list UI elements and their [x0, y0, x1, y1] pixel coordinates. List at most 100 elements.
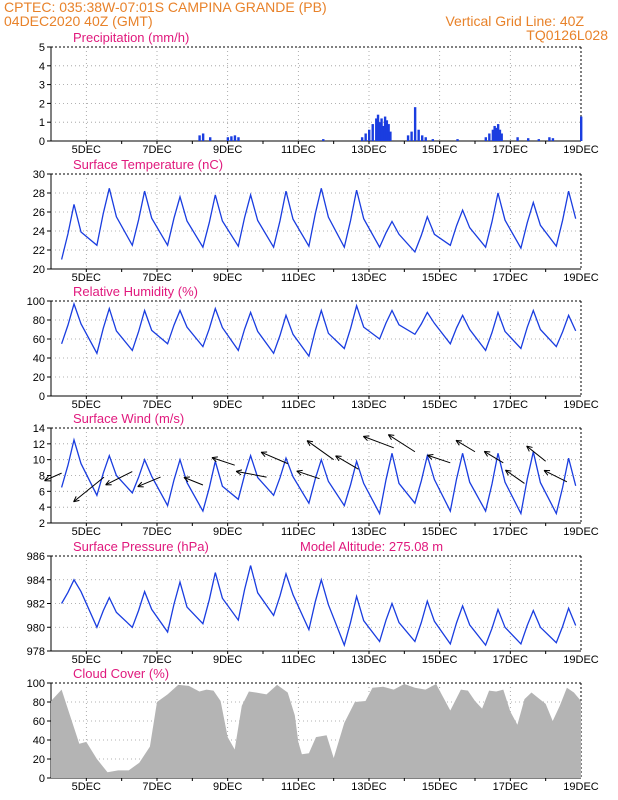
- precip-bar: [537, 139, 540, 141]
- y-tick-label: 40: [33, 735, 45, 747]
- wind-vector-head: [44, 475, 51, 482]
- precip-bar: [382, 125, 385, 141]
- wind-series-line: [60, 437, 577, 516]
- x-tick-label: 5DEC: [72, 654, 101, 666]
- wind-vector-head: [296, 469, 303, 476]
- y-tick-label: 40: [33, 353, 45, 365]
- wind-vector: [526, 445, 546, 462]
- panel-title: Surface Temperature (nC): [73, 157, 223, 172]
- wind-vector-head: [235, 469, 243, 476]
- y-tick-label: 980: [27, 622, 45, 634]
- wind-vector-head: [362, 435, 370, 442]
- x-tick-label: 19DEC: [563, 654, 599, 666]
- wind-vector: [484, 451, 504, 464]
- y-tick-label: 12: [33, 439, 45, 451]
- y-tick-label: 100: [27, 296, 45, 308]
- precip-bar: [500, 133, 503, 141]
- x-tick-label: 7DEC: [142, 654, 171, 666]
- wind-vector-head: [427, 454, 434, 460]
- x-tick-label: 7DEC: [142, 144, 171, 156]
- x-tick-label: 15DEC: [422, 781, 458, 793]
- precip-bar: [496, 124, 500, 141]
- precip-bar: [385, 120, 389, 141]
- wind-vector-head: [505, 469, 512, 476]
- x-tick-label: 9DEC: [213, 654, 242, 666]
- x-tick-label: 7DEC: [142, 781, 171, 793]
- precip-bar: [322, 139, 325, 141]
- precip-bar: [201, 133, 205, 141]
- y-tick-label: 6: [39, 486, 45, 498]
- precip-bar: [237, 137, 240, 141]
- precip-bar: [389, 131, 392, 141]
- y-tick-label: 1: [39, 117, 45, 129]
- panel-title: Cloud Cover (%): [73, 666, 169, 681]
- precip-bar: [516, 137, 519, 141]
- precip-bar: [413, 107, 417, 141]
- precip-bar: [417, 129, 420, 141]
- wind-vector-head: [260, 451, 268, 458]
- precip-bar: [421, 135, 424, 141]
- precip-bar: [233, 135, 237, 141]
- y-tick-label: 984: [27, 575, 45, 587]
- wind-vector: [73, 476, 105, 503]
- x-tick-label: 11DEC: [281, 144, 316, 156]
- y-tick-label: 5: [39, 42, 45, 54]
- x-tick-label: 11DEC: [281, 399, 316, 411]
- x-tick-label: 5DEC: [72, 781, 101, 793]
- wind-vector: [388, 434, 416, 453]
- x-tick-label: 13DEC: [351, 654, 387, 666]
- precip-bar: [498, 129, 502, 141]
- y-tick-label: 986: [27, 551, 45, 563]
- y-tick-label: 26: [33, 207, 45, 219]
- precip-bar: [484, 137, 487, 141]
- x-tick-label: 15DEC: [422, 144, 458, 156]
- precip-bar: [406, 135, 410, 141]
- x-tick-label: 13DEC: [351, 399, 387, 411]
- x-tick-label: 17DEC: [493, 272, 529, 284]
- x-tick-label: 7DEC: [142, 272, 171, 284]
- x-tick-label: 9DEC: [213, 272, 242, 284]
- x-tick-label: 17DEC: [493, 399, 529, 411]
- y-tick-label: 4: [39, 502, 45, 514]
- precip-bar: [410, 131, 413, 141]
- y-tick-label: 0: [39, 391, 45, 403]
- header-code: TQ0126L028: [526, 27, 608, 43]
- precip-bar: [198, 135, 201, 141]
- y-tick-label: 2: [39, 98, 45, 110]
- precip-bar: [230, 136, 233, 141]
- y-tick-label: 978: [27, 646, 45, 658]
- x-tick-label: 7DEC: [142, 399, 171, 411]
- wind-vector-head: [105, 479, 112, 486]
- y-tick-label: 22: [33, 245, 45, 257]
- x-tick-label: 9DEC: [213, 526, 242, 538]
- precip-bar: [493, 125, 496, 141]
- y-tick-label: 60: [33, 334, 45, 346]
- y-tick-label: 14: [33, 423, 45, 435]
- precip-bar: [431, 139, 434, 141]
- panel-title: Relative Humidity (%): [73, 284, 198, 299]
- x-tick-label: 11DEC: [281, 272, 316, 284]
- pressure-series-line: [61, 565, 577, 648]
- precip-bar: [364, 133, 367, 141]
- x-tick-label: 5DEC: [72, 272, 101, 284]
- y-tick-label: 80: [33, 315, 45, 327]
- wind-vector: [505, 469, 525, 484]
- panel-subtitle: Model Altitude: 275.08 m: [300, 539, 443, 554]
- cloud-cover-area: [51, 684, 581, 778]
- panel-title: Surface Wind (m/s): [73, 411, 184, 426]
- x-tick-label: 19DEC: [563, 781, 599, 793]
- y-tick-label: 10: [33, 455, 45, 467]
- wind-vector: [543, 469, 568, 483]
- wind-vector-head: [455, 439, 463, 446]
- precip-bar: [548, 137, 551, 141]
- x-tick-label: 17DEC: [493, 144, 529, 156]
- wind-vector: [427, 454, 451, 464]
- wind-vector-head: [526, 445, 533, 452]
- precip-bar: [424, 137, 427, 141]
- wind-vector-head: [335, 455, 342, 462]
- y-tick-label: 60: [33, 716, 45, 728]
- wind-vector-head: [211, 456, 218, 463]
- wind-vector: [306, 440, 334, 461]
- wind-vector: [211, 457, 235, 466]
- precip-bar: [491, 129, 495, 141]
